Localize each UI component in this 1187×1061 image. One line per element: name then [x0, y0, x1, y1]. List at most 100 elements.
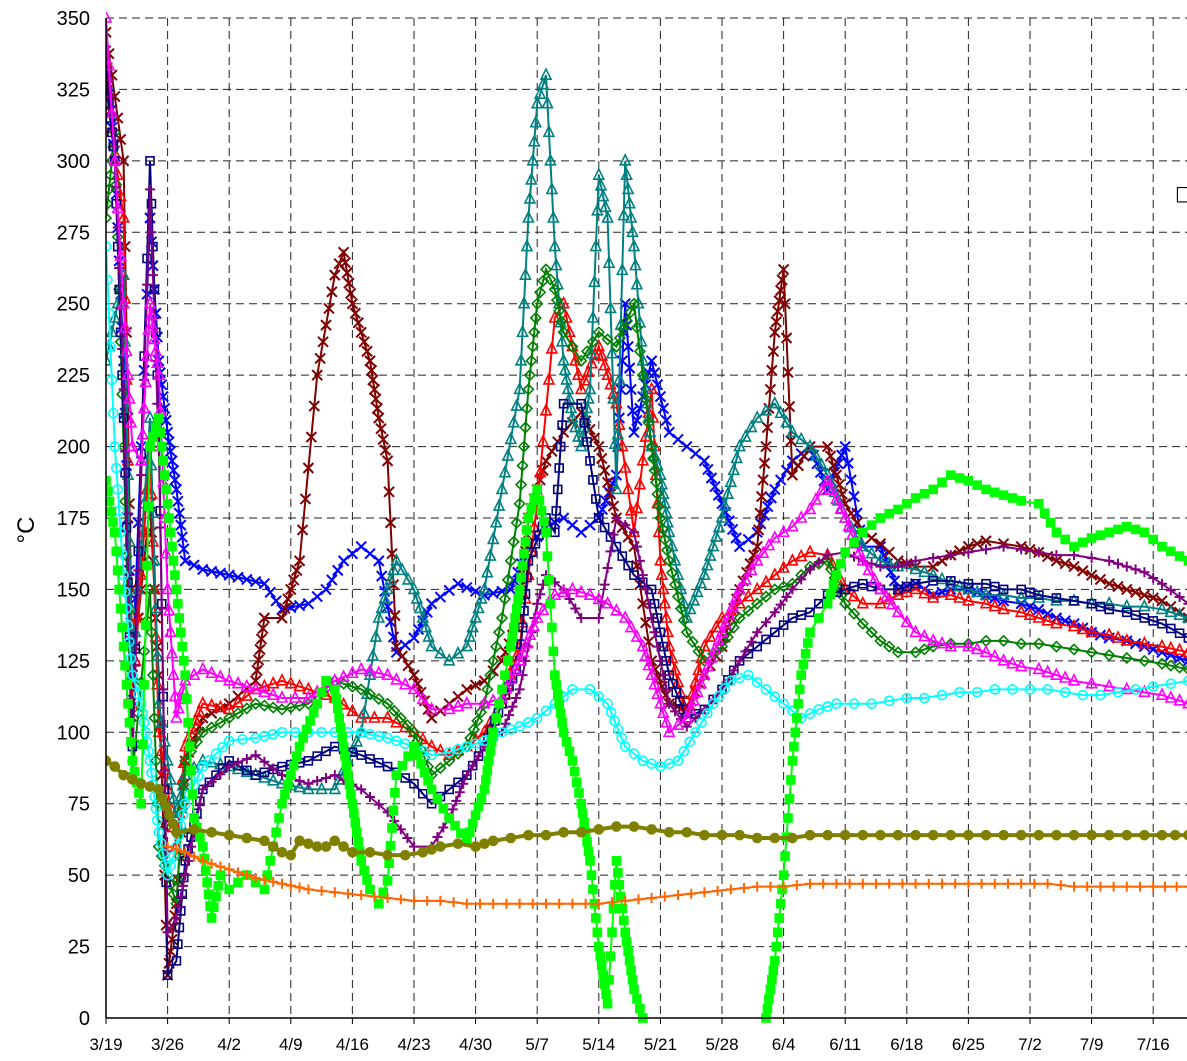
- data-point: [822, 829, 833, 841]
- data-point: [382, 761, 393, 772]
- data-point: [249, 675, 262, 687]
- data-point: [434, 645, 447, 659]
- data-point: [805, 627, 815, 638]
- data-point: [630, 276, 644, 290]
- y-tick-label: 175: [57, 508, 90, 530]
- data-point: [140, 348, 154, 361]
- series-11: [106, 755, 1187, 861]
- data-point: [840, 547, 851, 558]
- data-point: [259, 756, 270, 767]
- data-point: [578, 373, 592, 386]
- data-point: [689, 448, 702, 460]
- data-point: [302, 781, 315, 795]
- data-point: [120, 343, 133, 357]
- data-point: [663, 554, 676, 567]
- y-tick-label: 325: [57, 79, 90, 101]
- data-point: [702, 463, 714, 476]
- data-point: [657, 402, 670, 415]
- data-point: [1050, 615, 1063, 629]
- data-point: [500, 718, 511, 729]
- data-point: [109, 761, 121, 772]
- data-point: [615, 262, 629, 276]
- data-point: [764, 383, 777, 396]
- data-point: [998, 541, 1009, 552]
- data-point: [197, 761, 209, 772]
- data-point: [412, 750, 423, 760]
- data-point: [178, 543, 190, 555]
- data-point: [1138, 684, 1151, 698]
- data-point: [583, 587, 597, 600]
- data-point: [595, 348, 609, 361]
- data-point: [607, 927, 617, 938]
- data-point: [478, 695, 491, 709]
- data-point: [519, 421, 532, 434]
- data-point: [857, 878, 868, 889]
- x-tick-label: 5/14: [582, 1035, 615, 1054]
- data-point: [383, 486, 395, 498]
- data-point: [593, 691, 605, 702]
- data-point: [1068, 560, 1080, 573]
- data-point: [387, 823, 397, 833]
- data-point: [743, 669, 754, 681]
- data-point: [1139, 567, 1150, 578]
- data-point: [1104, 555, 1115, 566]
- data-point: [953, 590, 966, 603]
- data-point: [223, 569, 235, 581]
- data-point: [620, 895, 631, 906]
- data-point: [387, 562, 400, 576]
- data-point: [1042, 684, 1053, 695]
- data-point: [470, 810, 481, 820]
- data-point: [608, 903, 619, 914]
- data-point: [173, 939, 183, 949]
- data-point: [580, 345, 594, 358]
- data-point: [350, 817, 361, 828]
- data-point: [409, 778, 419, 789]
- data-point: [1024, 600, 1036, 613]
- data-point: [389, 609, 401, 622]
- data-point: [111, 546, 122, 557]
- data-point: [329, 684, 340, 695]
- data-point: [320, 841, 332, 852]
- data-point: [121, 679, 132, 690]
- data-point: [579, 817, 589, 828]
- data-point: [548, 238, 562, 252]
- data-point: [1174, 628, 1185, 639]
- data-point: [654, 553, 667, 566]
- data-point: [425, 638, 438, 652]
- data-point: [726, 598, 739, 612]
- data-point: [569, 766, 580, 777]
- data-point: [169, 474, 181, 486]
- data-point: [372, 610, 386, 623]
- data-point: [357, 705, 371, 719]
- data-point: [179, 555, 191, 567]
- y-tick-label: 0: [79, 1008, 90, 1030]
- data-point: [450, 820, 460, 831]
- x-tick-label: 4/30: [459, 1035, 492, 1054]
- data-point: [1033, 547, 1044, 558]
- data-point: [1086, 533, 1097, 543]
- data-point: [631, 414, 643, 427]
- data-point: [153, 826, 165, 838]
- data-point: [621, 481, 635, 495]
- data-point: [127, 756, 138, 766]
- data-point: [639, 392, 652, 406]
- data-point: [231, 761, 245, 775]
- data-point: [554, 698, 565, 709]
- data-point: [152, 367, 166, 380]
- data-point: [981, 544, 991, 555]
- data-point: [329, 269, 341, 281]
- x-tick-label: 6/25: [952, 1035, 985, 1054]
- data-point: [344, 287, 357, 300]
- data-point: [1183, 675, 1187, 686]
- data-point: [378, 887, 389, 898]
- data-point: [642, 416, 655, 429]
- data-point: [630, 500, 644, 514]
- data-point: [148, 581, 161, 595]
- data-point: [413, 600, 427, 614]
- data-point: [798, 450, 810, 462]
- data-point: [661, 514, 675, 528]
- data-point: [764, 994, 774, 1004]
- data-point: [609, 715, 620, 727]
- data-point: [824, 450, 837, 462]
- data-point: [443, 754, 456, 767]
